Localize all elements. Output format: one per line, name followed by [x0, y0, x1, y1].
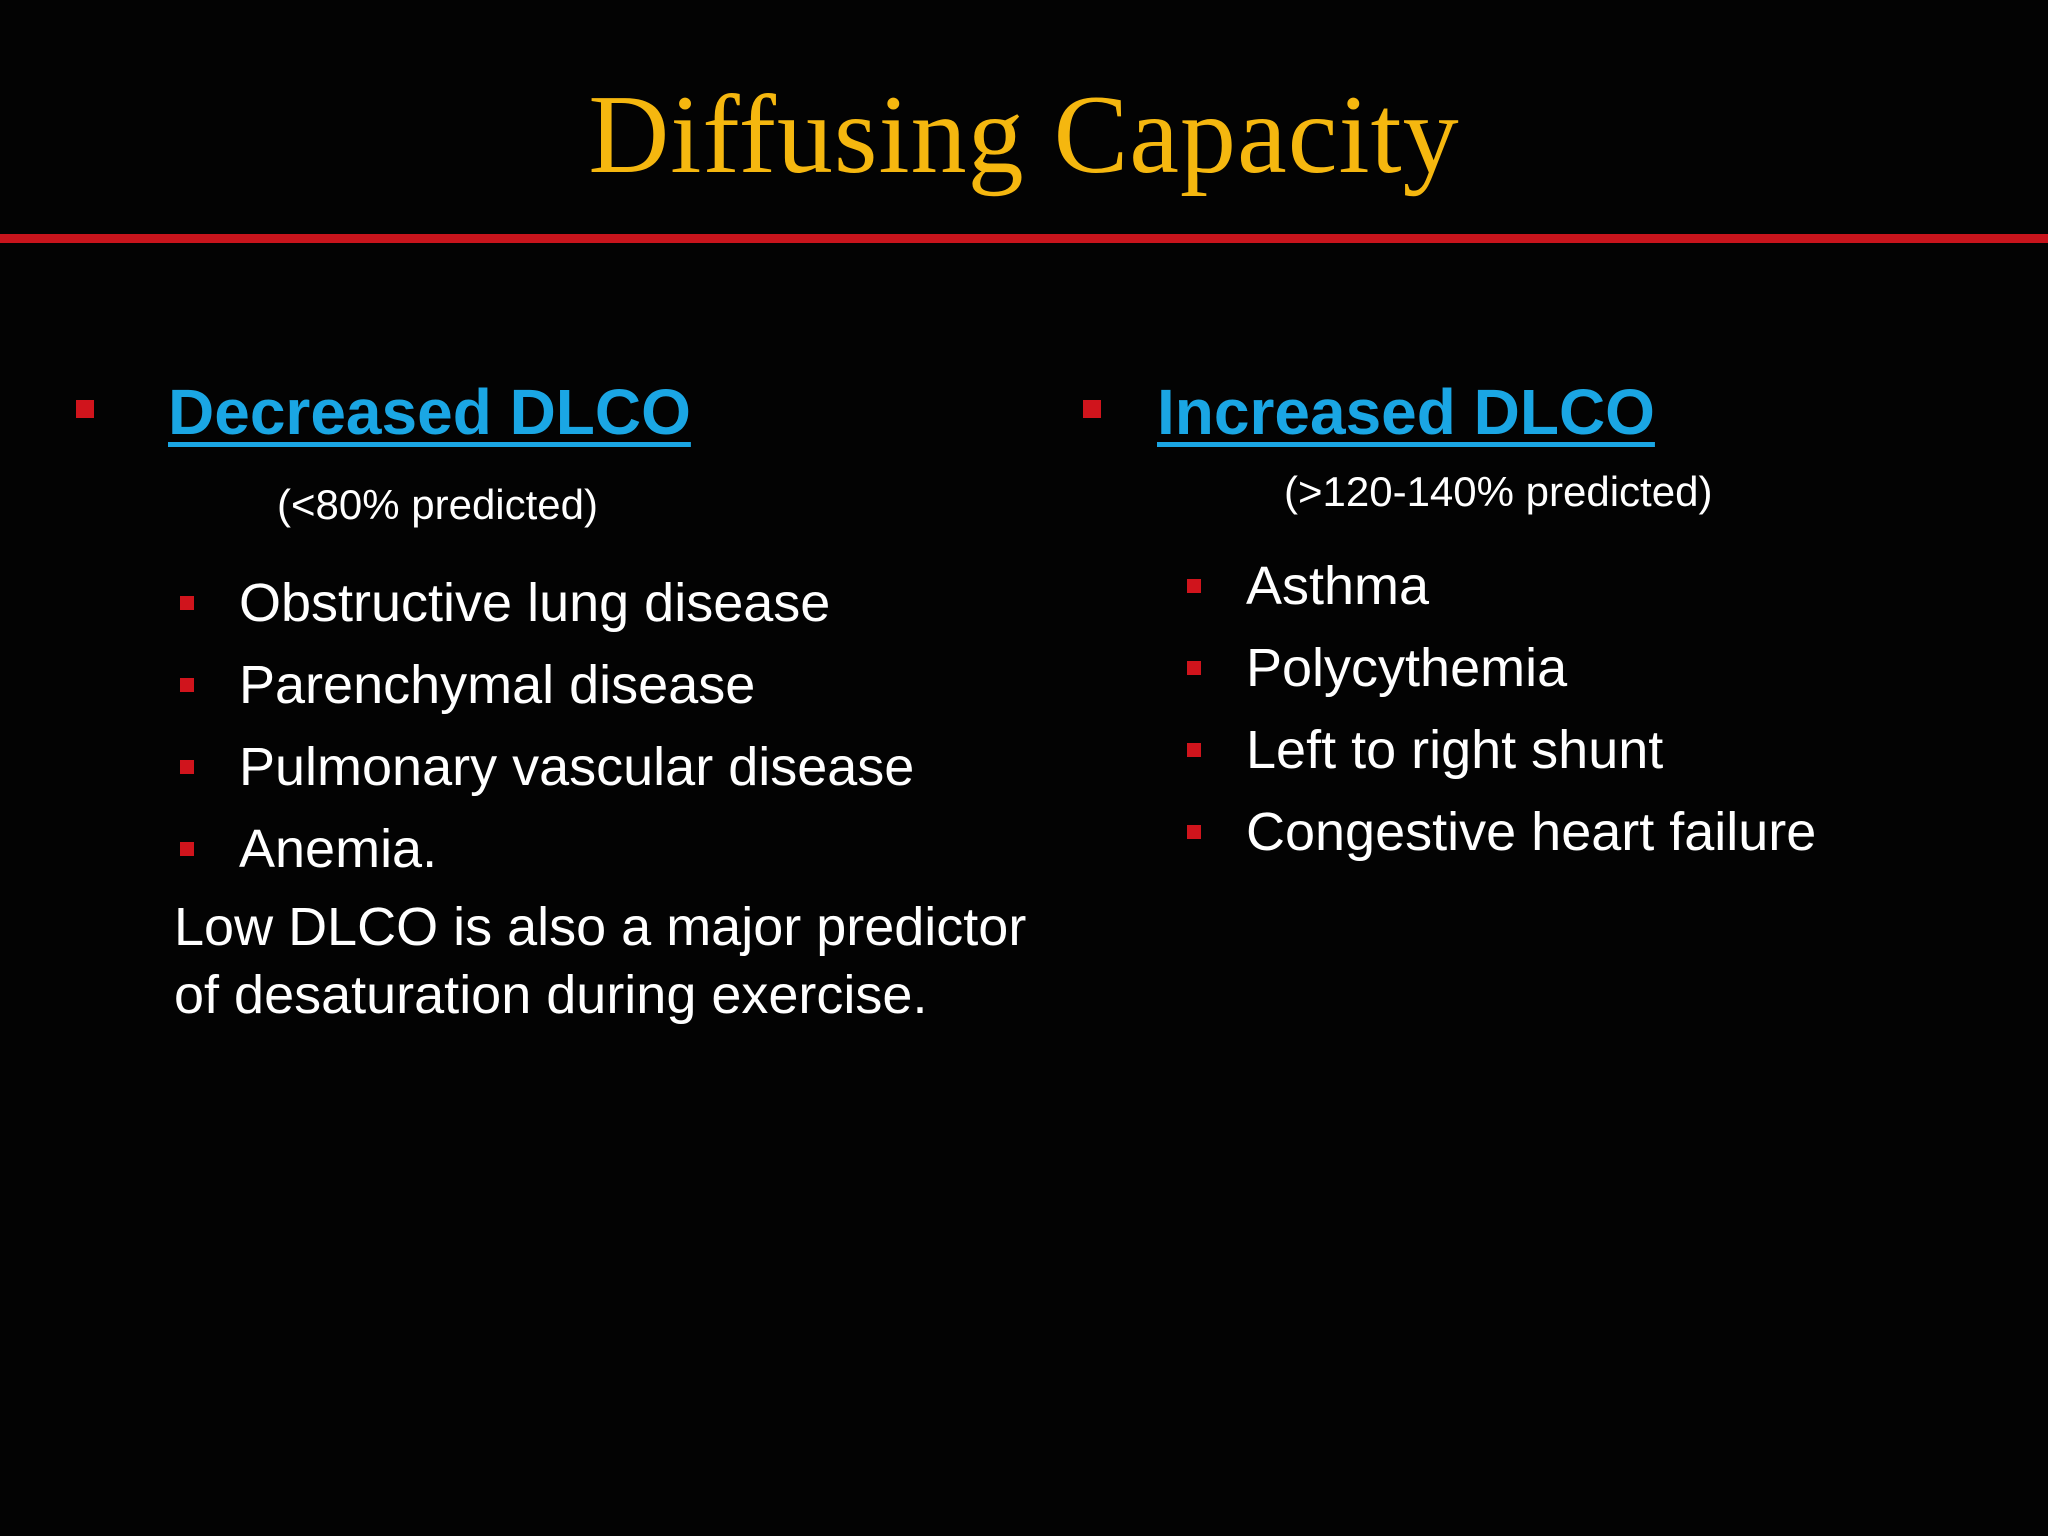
square-bullet-icon: [1083, 400, 1101, 418]
decreased-dlco-heading: Decreased DLCO: [168, 376, 691, 448]
list-item-text: Obstructive lung disease: [239, 573, 831, 633]
square-bullet-icon: [180, 678, 194, 692]
square-bullet-icon: [1187, 579, 1201, 593]
title-divider: [0, 234, 2048, 243]
list-item-text: Anemia.: [239, 819, 438, 879]
increased-dlco-threshold: (>120-140% predicted): [1284, 468, 1713, 515]
square-bullet-icon: [76, 400, 94, 418]
desaturation-note: Low DLCO is also a major predictor of de…: [174, 897, 1027, 1025]
decreased-dlco-threshold: (<80% predicted): [277, 481, 599, 528]
list-item-text: Pulmonary vascular disease: [239, 737, 915, 797]
decreased-heading-row: Decreased DLCO: [76, 370, 976, 470]
list-item-text: Polycythemia: [1246, 638, 1568, 698]
square-bullet-icon: [1187, 825, 1201, 839]
list-item-text: Parenchymal disease: [239, 655, 756, 715]
slide-title: Diffusing Capacity: [588, 73, 1460, 197]
square-bullet-icon: [1187, 661, 1201, 675]
square-bullet-icon: [180, 842, 194, 856]
square-bullet-icon: [1187, 743, 1201, 757]
list-item-text: Left to right shunt: [1246, 720, 1664, 780]
increased-dlco-column: Increased DLCO (>120-140% predicted) Ast…: [1083, 370, 1983, 862]
list-item-text: Asthma: [1246, 556, 1430, 616]
square-bullet-icon: [180, 596, 194, 610]
square-bullet-icon: [180, 760, 194, 774]
increased-dlco-heading: Increased DLCO: [1157, 376, 1655, 448]
list-item-text: Congestive heart failure: [1246, 802, 1817, 862]
decreased-dlco-column: Decreased DLCO (<80% predicted) Obstruct…: [76, 370, 1026, 1025]
increased-heading-row: Increased DLCO: [1083, 370, 1983, 470]
